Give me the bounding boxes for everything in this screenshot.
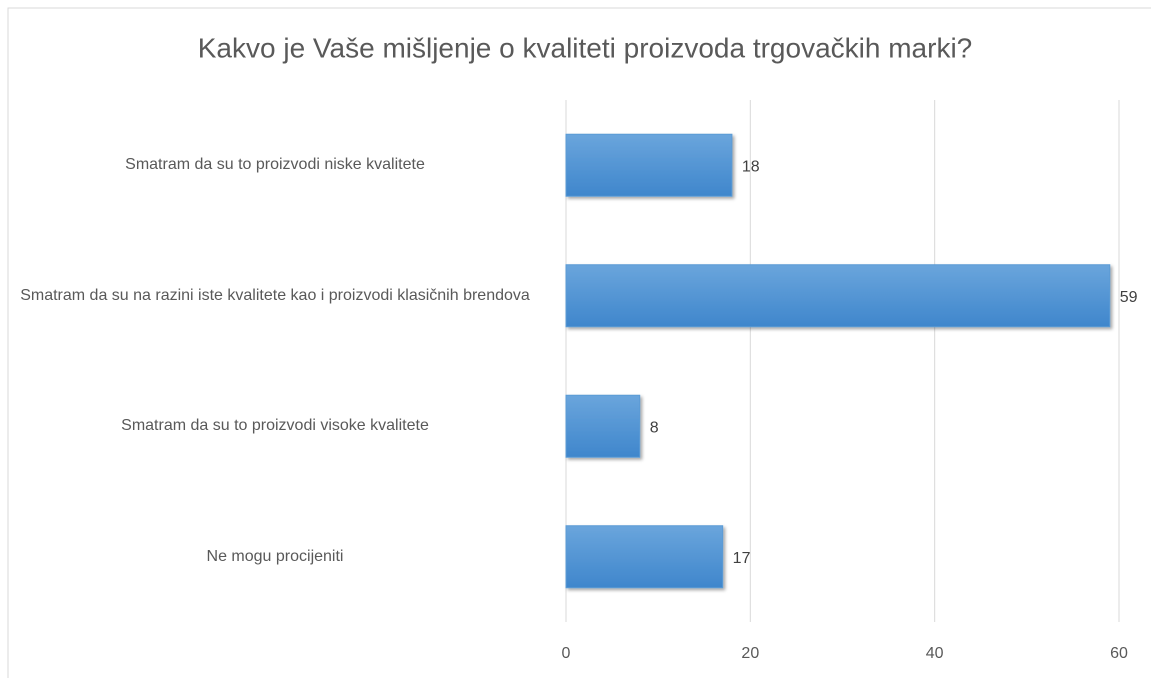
bar [565, 264, 1111, 328]
value-label: 18 [742, 158, 760, 175]
bar [565, 394, 641, 458]
value-label: 8 [650, 419, 659, 436]
x-tick-label: 60 [1110, 645, 1128, 662]
y-tick-label: Smatram da su na razini iste kvalitete k… [20, 286, 530, 304]
y-tick-label: Smatram da su to proizvodi visoke kvalit… [121, 417, 429, 435]
chart-border [7, 7, 1151, 678]
x-tick-label: 40 [926, 645, 944, 662]
chart-title: Kakvo je Vaše mišljenje o kvaliteti proi… [198, 32, 972, 63]
x-tick-label: 20 [741, 645, 759, 662]
bar [565, 133, 733, 197]
x-tick-label: 0 [562, 645, 571, 662]
bar [565, 525, 724, 589]
value-label: 59 [1120, 289, 1138, 306]
y-tick-label: Ne mogu procijeniti [206, 547, 344, 565]
value-label: 17 [733, 550, 751, 567]
y-tick-label: Smatram da su to proizvodi niske kvalite… [125, 156, 425, 174]
